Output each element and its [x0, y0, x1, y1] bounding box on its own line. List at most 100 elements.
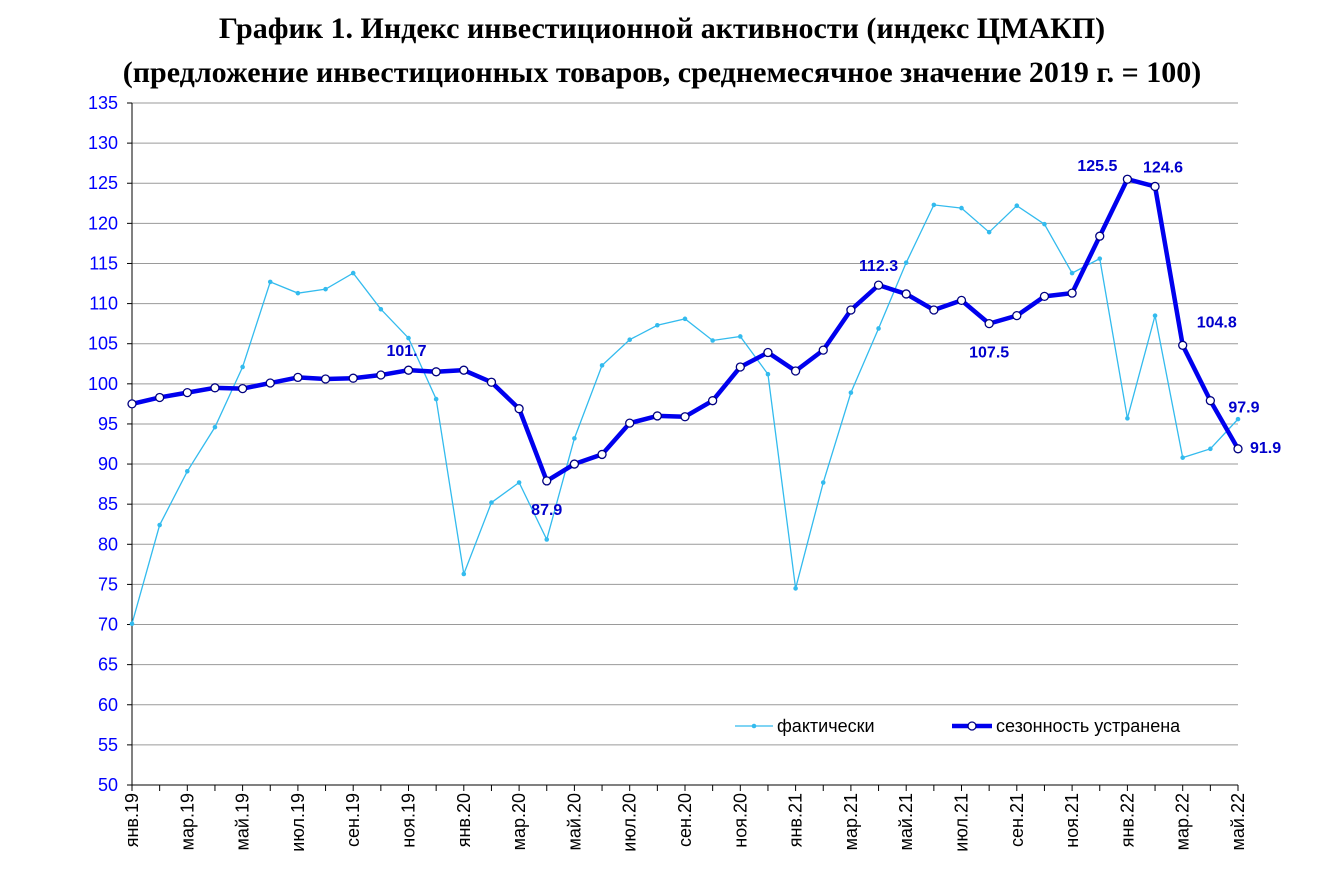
- y-tick-label: 85: [98, 494, 118, 514]
- y-tick-label: 50: [98, 775, 118, 795]
- x-tick-label: янв.22: [1117, 793, 1137, 847]
- series-actual-point: [793, 586, 798, 591]
- series-actual-point: [516, 480, 522, 485]
- series-adjusted-point: [735, 362, 745, 372]
- series-actual-point: [1042, 221, 1047, 227]
- series-actual-point: [1180, 455, 1185, 460]
- series-actual-point: [185, 468, 190, 474]
- series-actual-point: [1125, 416, 1130, 421]
- series-adjusted-point: [1178, 340, 1188, 350]
- series-actual-point: [572, 436, 577, 441]
- series-adjusted-point: [1122, 174, 1133, 184]
- legend-actual-label: фактически: [777, 716, 875, 736]
- series-adjusted-point: [542, 476, 552, 486]
- y-tick-label: 70: [98, 615, 118, 635]
- y-tick-label: 120: [88, 213, 118, 233]
- series-adjusted-point: [846, 305, 856, 315]
- y-tick-label: 105: [88, 334, 118, 354]
- x-tick-label: янв.20: [454, 793, 474, 847]
- series-actual-point: [323, 286, 328, 292]
- series-adjusted-point: [1039, 291, 1050, 302]
- series-actual-point: [378, 306, 384, 312]
- series-adjusted-line: [131, 176, 1240, 484]
- series-adjusted-point: [265, 378, 275, 388]
- x-tick-label: янв.21: [786, 793, 806, 847]
- series-adjusted-point: [376, 370, 386, 380]
- series-adjusted-point: [293, 372, 303, 383]
- series-adjusted-point: [625, 418, 635, 428]
- x-tick-label: май.22: [1228, 793, 1248, 850]
- data-label: 101.7: [386, 343, 426, 360]
- series-actual-point: [267, 279, 273, 285]
- x-axis-ticks: янв.19 мар.19 май.19 июл.19 сен.19 ноя.19 янв.…: [122, 785, 1248, 852]
- series-actual-point: [544, 537, 550, 542]
- series-actual-point: [1235, 416, 1241, 422]
- series-adjusted-point: [929, 305, 939, 315]
- x-tick-label: май.20: [564, 793, 584, 850]
- series-actual-point: [1069, 270, 1075, 276]
- y-tick-label: 130: [88, 133, 118, 153]
- series-adjusted-point: [459, 365, 469, 375]
- series-adjusted-point: [790, 366, 801, 376]
- data-label: 87.9: [531, 502, 562, 519]
- series-adjusted-point: [154, 392, 165, 403]
- series-adjusted-point: [1150, 181, 1160, 192]
- x-tick-label: сен.19: [343, 793, 363, 847]
- series-actual: [129, 202, 1241, 627]
- x-tick-label: май.21: [896, 793, 916, 850]
- series-adjusted-point: [403, 365, 414, 375]
- y-tick-label: 125: [88, 173, 118, 193]
- x-tick-label: ноя.21: [1062, 793, 1082, 848]
- x-tick-label: мар.20: [509, 793, 529, 850]
- chart-title-line1: График 1. Индекс инвестиционной активнос…: [218, 12, 1106, 45]
- series-actual-point: [489, 500, 494, 505]
- series-actual-point: [157, 522, 162, 528]
- series-adjusted-point: [652, 411, 662, 421]
- series-adjusted-point: [680, 412, 690, 422]
- series-adjusted-point: [1205, 396, 1215, 406]
- series-actual-point: [738, 334, 743, 339]
- x-tick-label: июл.21: [952, 793, 972, 852]
- series-adjusted-point: [901, 289, 911, 299]
- y-tick-label: 75: [98, 574, 118, 594]
- y-tick-label: 90: [98, 454, 118, 474]
- data-label: 112.3: [859, 258, 898, 275]
- series-actual-point: [820, 480, 826, 485]
- axes: [131, 103, 1238, 786]
- series-actual-point: [240, 364, 245, 370]
- series-adjusted-point: [237, 383, 248, 394]
- data-label: 104.8: [1197, 314, 1237, 331]
- series-adjusted-point: [1012, 310, 1022, 321]
- y-tick-label: 135: [88, 93, 118, 113]
- series-adjusted-point: [348, 373, 358, 383]
- y-tick-label: 95: [98, 414, 118, 434]
- y-tick-label: 80: [98, 534, 118, 554]
- chart-title-line2: (предложение инвестиционных товаров, сре…: [122, 56, 1202, 89]
- series-adjusted-point: [597, 449, 607, 460]
- series-actual-point: [903, 260, 909, 265]
- series-seasonally-adjusted: [127, 174, 1243, 486]
- series-adjusted-point: [873, 280, 884, 290]
- series-actual-point: [1152, 313, 1158, 318]
- y-tick-label: 60: [98, 695, 118, 715]
- series-adjusted-point: [514, 404, 524, 414]
- series-adjusted-point: [486, 377, 497, 387]
- series-actual-point: [848, 390, 854, 395]
- series-actual-point: [1097, 256, 1103, 261]
- x-tick-label: июл.19: [288, 793, 308, 852]
- series-adjusted-point: [182, 387, 192, 398]
- series-actual-point: [765, 371, 771, 377]
- x-tick-label: ноя.20: [730, 793, 750, 848]
- series-actual-point: [461, 571, 467, 577]
- data-label: 107.5: [969, 345, 1009, 362]
- x-tick-label: янв.19: [122, 793, 142, 847]
- series-adjusted-point: [431, 367, 441, 377]
- data-label: 124.6: [1143, 159, 1183, 176]
- series-actual-point: [295, 290, 301, 296]
- y-axis-ticks: 50 55 60 65 70 75 80 85 90 95 100 105 110 115 120 125 13…: [88, 93, 132, 795]
- x-tick-label: мар.21: [841, 793, 861, 850]
- y-tick-label: 65: [98, 655, 118, 675]
- y-tick-label: 110: [89, 294, 118, 314]
- series-adjusted-point: [956, 295, 967, 306]
- data-labels: 101.7 87.9 112.3 107.5 125.5 124.6 104.8 97.9 91…: [386, 158, 1281, 519]
